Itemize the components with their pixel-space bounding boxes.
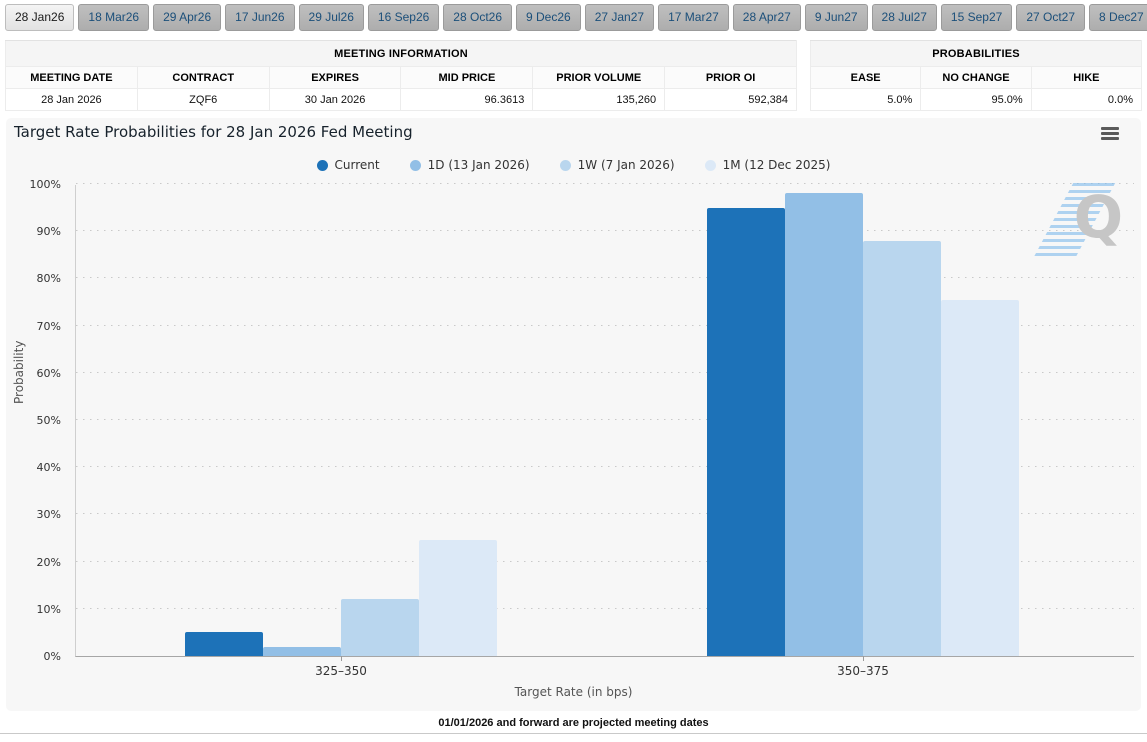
meeting-information-title: MEETING INFORMATION (5, 40, 797, 67)
meeting-tab-9-dec26[interactable]: 9 Dec26 (516, 4, 581, 31)
y-tick-label: 30% (36, 508, 61, 522)
table-cell: 30 Jan 2026 (268, 88, 402, 111)
bar-1w-350–375[interactable] (863, 240, 941, 656)
x-axis-tick (341, 656, 342, 661)
gridline (76, 513, 1134, 515)
table-cell: 0.0% (1030, 88, 1143, 111)
y-tick-label: 80% (36, 272, 61, 286)
table-row: 5.0% 95.0% 0.0% (809, 88, 1143, 111)
y-tick-label: 70% (36, 319, 61, 333)
gridline (76, 277, 1134, 279)
column-header: HIKE (1030, 66, 1143, 89)
gridline (76, 371, 1134, 373)
info-tables-row: MEETING INFORMATION MEETING DATE CONTRACT… (0, 38, 1147, 111)
meeting-tab-28-oct26[interactable]: 28 Oct26 (443, 4, 512, 31)
legend-item[interactable]: Current (316, 158, 380, 172)
y-tick-label: 20% (36, 555, 61, 569)
gridline (76, 466, 1134, 468)
table-cell: 96.3613 (400, 88, 534, 111)
legend-dot-icon (704, 159, 716, 171)
bar-current-325–350[interactable] (185, 632, 263, 656)
x-axis-tick (863, 656, 864, 661)
gridline (76, 607, 1134, 609)
meeting-tab-28-jan26[interactable]: 28 Jan26 (5, 4, 75, 31)
legend-label: 1M (12 Dec 2025) (722, 158, 831, 172)
meeting-tab-16-sep26[interactable]: 16 Sep26 (367, 4, 440, 31)
legend-label: Current (334, 158, 380, 172)
column-header: NO CHANGE (920, 66, 1032, 89)
legend-label: 1D (13 Jan 2026) (427, 158, 530, 172)
column-header: EASE (809, 66, 922, 89)
column-header: MEETING DATE (5, 66, 138, 89)
hamburger-menu-icon[interactable] (1101, 127, 1119, 140)
y-axis-labels: 0% 10% 20% 30% 40% 50% 60% 70% 80% 90% 100% (6, 178, 67, 663)
column-header: PRIOR VOLUME (532, 66, 666, 89)
legend-item[interactable]: 1M (12 Dec 2025) (704, 158, 831, 172)
meeting-tab-8-dec27[interactable]: 8 Dec27 (1089, 4, 1147, 31)
x-axis-title: Target Rate (in bps) (514, 685, 633, 699)
meeting-tab-27-oct27[interactable]: 27 Oct27 (1016, 4, 1086, 31)
bar-group-350–375: 350–375 (707, 193, 1019, 678)
column-header: CONTRACT (136, 66, 270, 89)
meeting-tab-27-jan27[interactable]: 27 Jan27 (584, 4, 655, 31)
plot-area: 325–350 350–375 (75, 183, 1134, 678)
legend-item[interactable]: 1W (7 Jan 2026) (559, 158, 675, 172)
gridline (76, 183, 1134, 184)
bar-1d-350–375[interactable] (785, 193, 863, 656)
x-category-label: 325–350 (315, 664, 367, 678)
meeting-tab-28-apr27[interactable]: 28 Apr27 (732, 4, 801, 31)
table-cell: 95.0% (920, 88, 1032, 111)
chart-title: Target Rate Probabilities for 28 Jan 202… (14, 123, 413, 141)
y-axis-title: Probability (12, 340, 26, 404)
bar-current-350–375[interactable] (707, 207, 785, 656)
gridline (76, 560, 1134, 562)
column-header: EXPIRES (268, 66, 402, 89)
table-cell: 592,384 (664, 88, 797, 111)
meeting-tab-29-jul26[interactable]: 29 Jul26 (298, 4, 364, 31)
target-rate-chart-panel: Target Rate Probabilities for 28 Jan 202… (6, 118, 1141, 711)
meeting-tab-17-mar27[interactable]: 17 Mar27 (658, 4, 729, 31)
probabilities-table: PROBABILITIES EASE NO CHANGE HIKE 5.0% 95.0… (809, 40, 1143, 111)
meeting-tab-17-jun26[interactable]: 17 Jun26 (225, 4, 295, 31)
y-tick-label: 10% (36, 602, 61, 616)
meeting-tab-bar: 28 Jan26 18 Mar26 29 Apr26 17 Jun26 29 Jul26… (0, 0, 1147, 38)
table-cell: 5.0% (809, 88, 922, 111)
meeting-tab-18-mar26[interactable]: 18 Mar26 (78, 4, 150, 31)
y-tick-label: 0% (43, 650, 61, 663)
legend-label: 1W (7 Jan 2026) (577, 158, 675, 172)
meeting-information-table: MEETING INFORMATION MEETING DATE CONTRACT… (5, 40, 797, 111)
gridline (76, 324, 1134, 326)
y-tick-label: 90% (36, 225, 61, 239)
meeting-tab-28-jul27[interactable]: 28 Jul27 (871, 4, 937, 31)
bar-1m-325–350[interactable] (419, 540, 497, 656)
bar-1w-325–350[interactable] (341, 599, 419, 656)
y-tick-label: 60% (36, 366, 61, 380)
meeting-tab-15-sep27[interactable]: 15 Sep27 (940, 4, 1013, 31)
probabilities-title: PROBABILITIES (810, 40, 1142, 67)
y-tick-label: 100% (29, 178, 61, 191)
gridline (76, 230, 1134, 232)
table-cell: ZQF6 (136, 88, 270, 111)
bar-group-325–350: 325–350 (185, 540, 497, 678)
y-tick-label: 50% (36, 414, 61, 427)
bar-1m-350–375[interactable] (941, 299, 1019, 656)
column-header: PRIOR OI (664, 66, 797, 89)
legend-dot-icon (316, 159, 328, 171)
table-cell: 135,260 (532, 88, 666, 111)
y-tick-label: 40% (36, 461, 61, 475)
projected-dates-note: 01/01/2026 and forward are projected mee… (0, 717, 1147, 734)
legend-dot-icon (409, 159, 421, 171)
table-row: 28 Jan 2026 ZQF6 30 Jan 2026 96.3613 135,260… (5, 88, 797, 111)
x-category-label: 350–375 (837, 664, 889, 678)
table-cell: 28 Jan 2026 (5, 88, 138, 111)
legend-item[interactable]: 1D (13 Jan 2026) (409, 158, 530, 172)
meeting-tab-9-jun27[interactable]: 9 Jun27 (804, 4, 868, 31)
column-header: MID PRICE (400, 66, 534, 89)
bar-1d-325–350[interactable] (263, 646, 341, 656)
chart-legend: Current 1D (13 Jan 2026) 1W (7 Jan 2026) 1M… (6, 158, 1141, 172)
gridline (76, 419, 1134, 420)
legend-dot-icon (559, 159, 571, 171)
meeting-tab-29-apr26[interactable]: 29 Apr26 (153, 4, 222, 31)
